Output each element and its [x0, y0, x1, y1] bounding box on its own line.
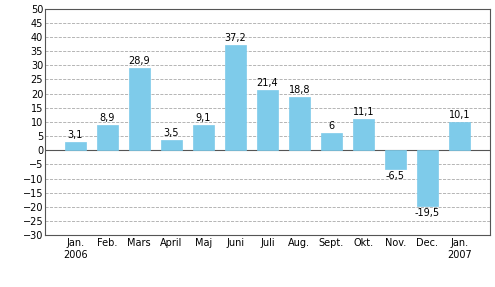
Bar: [353, 119, 374, 150]
Text: 21,4: 21,4: [256, 78, 278, 88]
Text: 28,9: 28,9: [128, 57, 150, 66]
Text: -6,5: -6,5: [386, 171, 405, 181]
Bar: [321, 133, 342, 150]
Text: 8,9: 8,9: [99, 113, 115, 123]
Bar: [225, 45, 246, 150]
Bar: [257, 90, 278, 150]
Text: 3,5: 3,5: [163, 128, 179, 138]
Bar: [161, 140, 182, 150]
Bar: [385, 150, 406, 169]
Text: -19,5: -19,5: [415, 208, 440, 218]
Bar: [417, 150, 438, 205]
Bar: [97, 125, 118, 150]
Bar: [65, 141, 86, 150]
Text: 6: 6: [328, 121, 335, 131]
Bar: [129, 68, 149, 150]
Text: 9,1: 9,1: [196, 113, 211, 123]
Text: 3,1: 3,1: [67, 129, 83, 139]
Bar: [193, 125, 214, 150]
Bar: [449, 122, 470, 150]
Text: 10,1: 10,1: [448, 110, 470, 120]
Text: 11,1: 11,1: [352, 107, 374, 117]
Bar: [289, 97, 310, 150]
Text: 18,8: 18,8: [289, 85, 310, 95]
Text: 37,2: 37,2: [224, 33, 246, 43]
